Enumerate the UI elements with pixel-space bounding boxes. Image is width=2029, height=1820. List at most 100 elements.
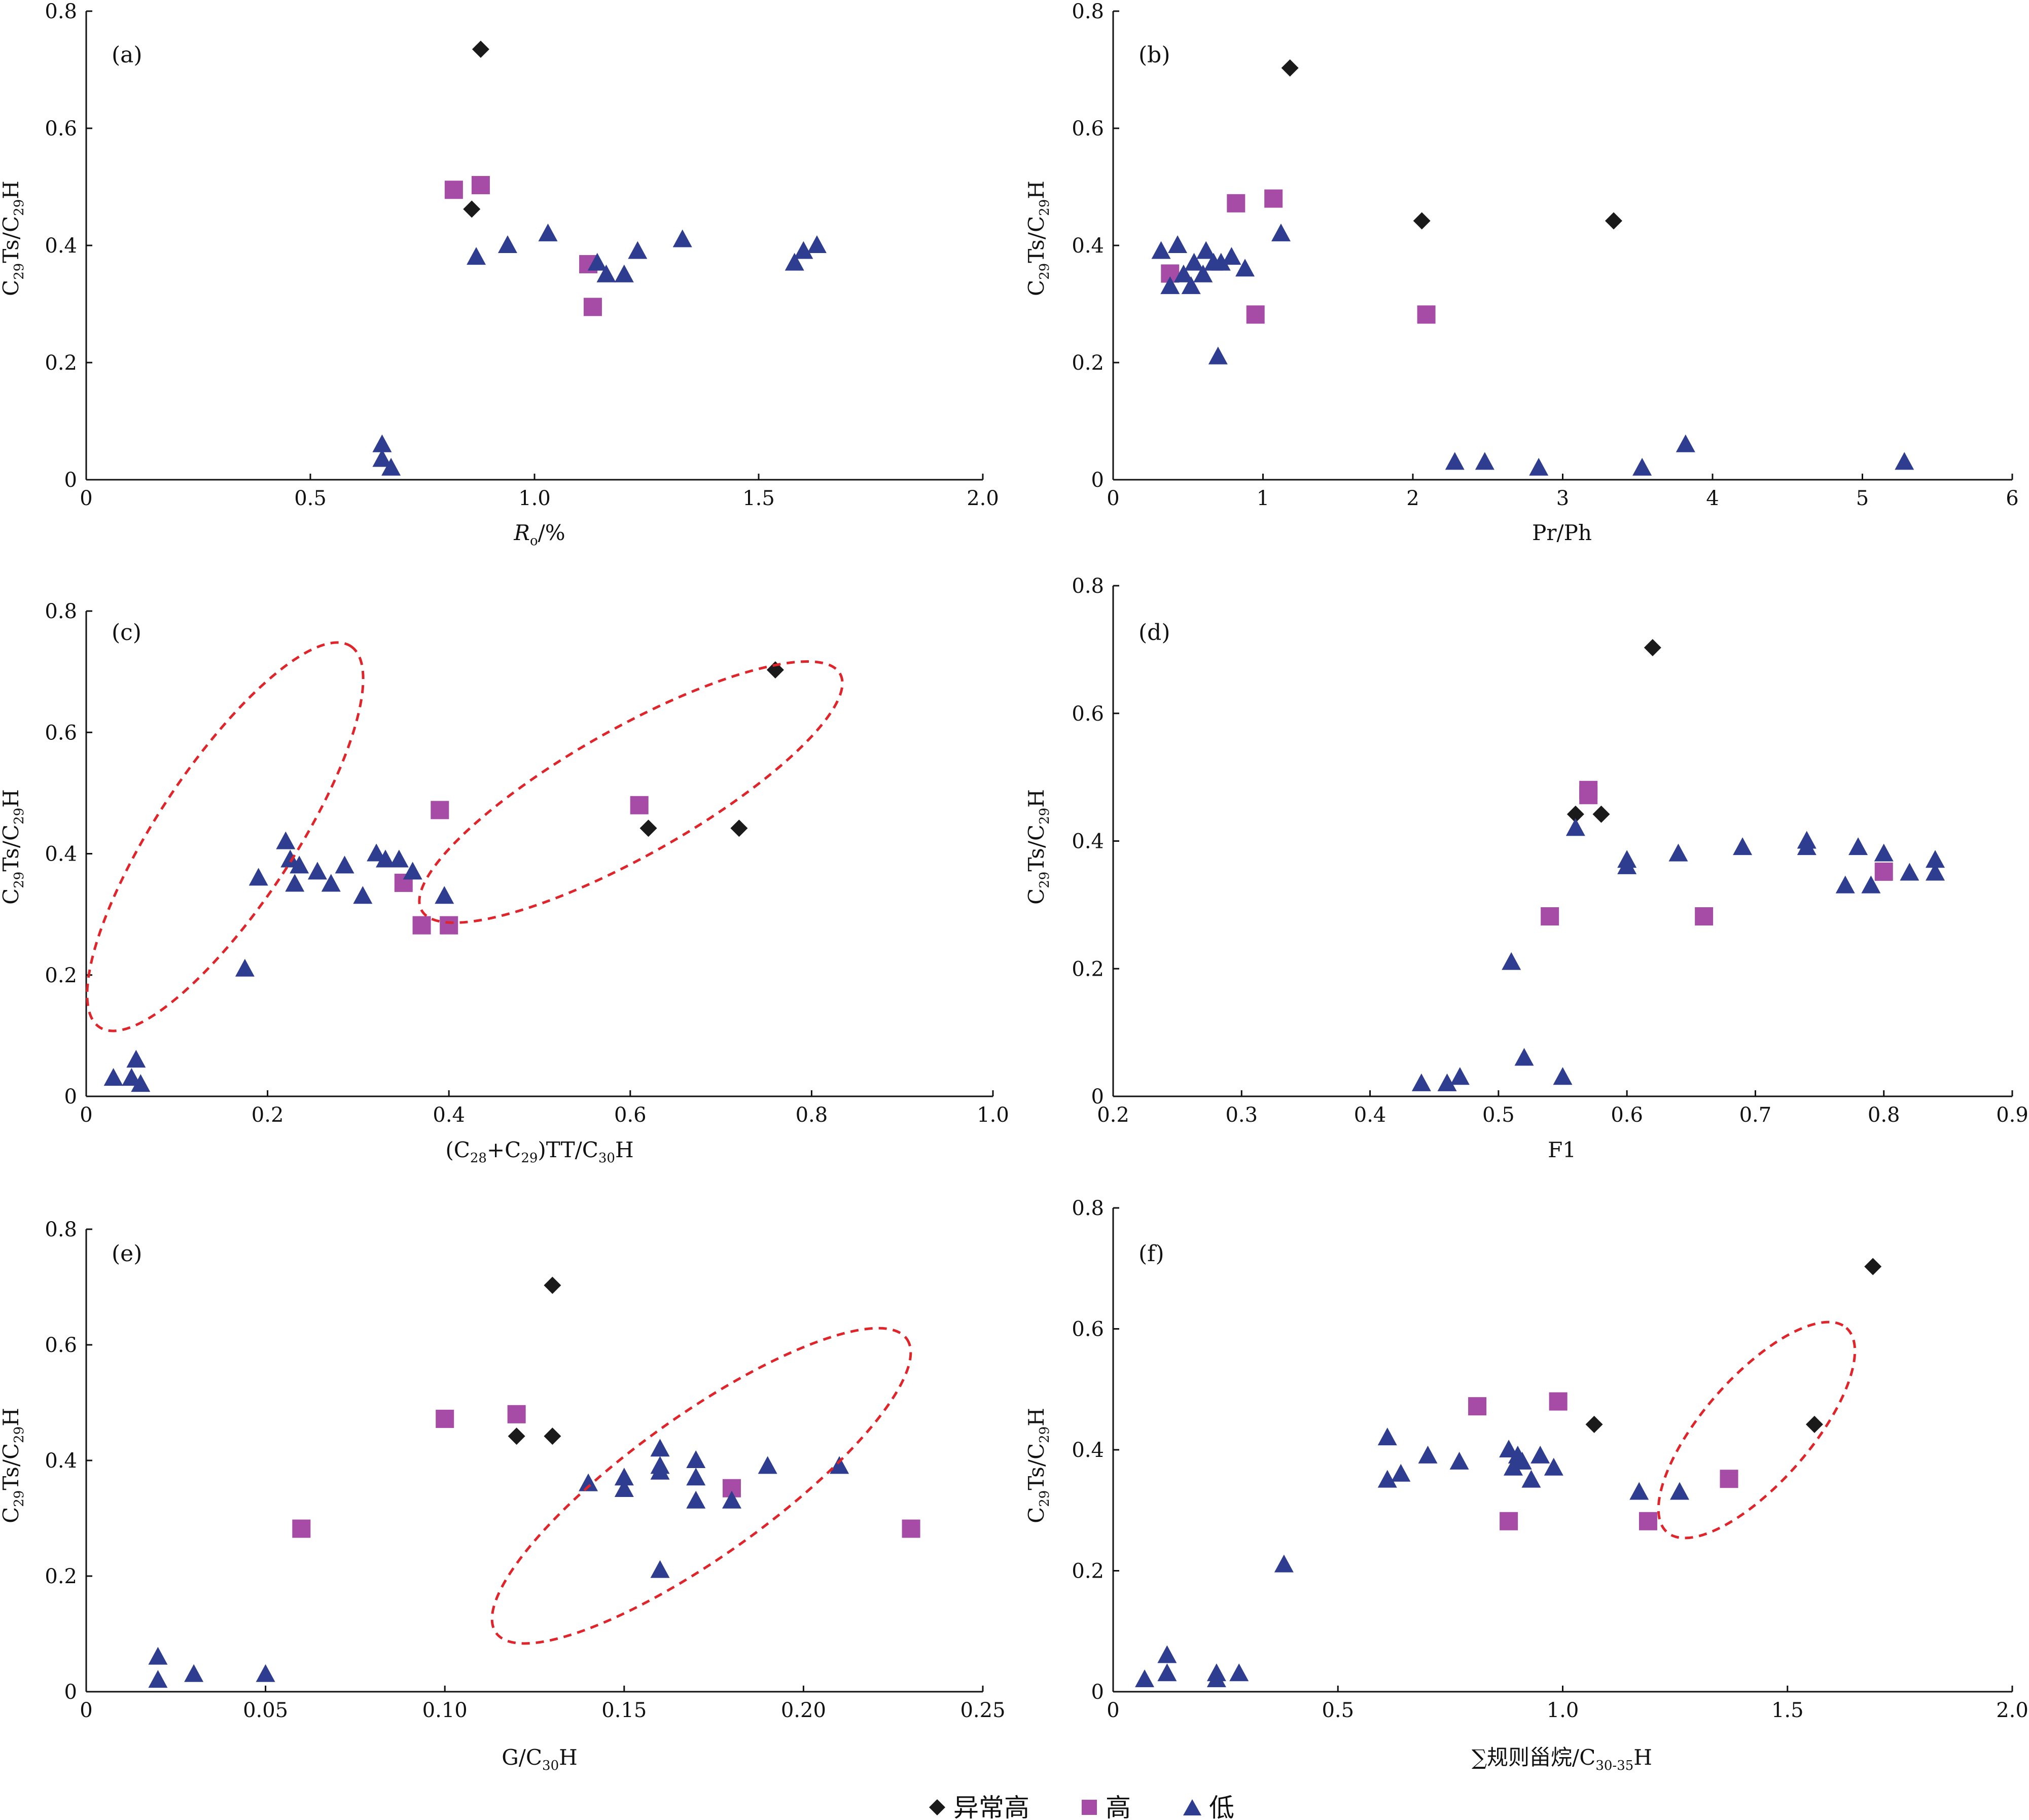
y-tick-label: 0.8 [45,600,77,623]
point-low [587,253,607,271]
point-high [440,916,458,935]
x-tick-label: 0.2 [1097,1103,1129,1127]
panel-c-plot: 0 0.2 0.4 0.6 0.8 1.0 0 0.2 0.4 0.6 0.8 [45,600,1009,1127]
point-low [686,1468,706,1486]
point-high [583,298,602,316]
point-low [1173,264,1193,282]
point-low [126,1050,146,1068]
point-anomalous-high [1644,639,1661,657]
point-low [290,855,309,874]
y-tick-label: 0 [1091,1085,1104,1109]
point-low [807,235,827,253]
point-low [103,1068,123,1086]
x-tick-label: 3 [1556,487,1569,510]
panel-a-label: (a) [112,42,143,68]
point-low [1617,856,1637,874]
y-tick-label: 0.6 [1072,117,1104,140]
point-anomalous-high [1585,1415,1603,1433]
point-low [1377,1428,1397,1446]
point-low [1521,1470,1541,1488]
point-low [1274,1554,1294,1573]
point-low [148,1670,168,1688]
point-low [1193,264,1213,282]
point-low [372,434,392,452]
point-high [507,1405,526,1423]
panel-f-cluster-ellipse-2 [1657,1321,1857,1540]
point-low [285,874,305,892]
point-high [1549,1392,1568,1411]
y-tick-label: 0.6 [45,1334,77,1357]
point-anomalous-high [463,200,481,218]
x-tick-label: 0 [80,487,92,510]
panel-c-cluster-ellipse-1 [86,641,365,1032]
panel-c-label: (c) [112,620,141,646]
y-tick-label: 0 [64,469,77,492]
point-low [1502,952,1521,970]
point-low [1418,1445,1438,1464]
point-low [1926,863,1945,881]
point-anomalous-high [1567,805,1584,823]
point-low [367,843,386,862]
x-tick-label: 1.5 [742,487,775,510]
point-low [1926,850,1945,868]
svg-text:C29Ts/C29H: C29Ts/C29H [0,1408,27,1523]
y-tick-label: 0.2 [1072,957,1104,981]
x-tick-label: 0.6 [1611,1103,1643,1127]
y-tick-label: 0 [1091,469,1104,492]
point-high [1639,1512,1657,1530]
point-low [467,247,486,265]
point-low [1271,223,1291,241]
panel-e-label: (e) [112,1241,142,1267]
point-low [1835,875,1855,894]
point-low [1676,434,1695,452]
point-high [471,176,490,195]
y-tick-label: 0.2 [45,1565,77,1588]
x-tick-label: 0.4 [1354,1103,1386,1127]
x-tick-label: 2 [1406,487,1419,510]
x-tick-label: 1.0 [518,487,551,510]
point-high [1541,907,1559,926]
panel-b-ylabel: C29Ts/C29H [1024,181,1052,296]
panel-d: 0.2 0.3 0.4 0.5 0.6 0.7 0.8 0.900.20.40.60.8 (d… [1024,575,2028,1162]
point-low [276,831,296,849]
point-low [1668,843,1688,862]
legend-item-anomalous-high: 异常高 [929,1793,1029,1820]
panel-d-ylabel: C29Ts/C29H [1024,789,1052,905]
point-high [1874,862,1893,881]
y-tick-label: 0 [1091,1681,1104,1704]
point-low [372,449,392,467]
point-low [335,855,354,874]
x-tick-label: 0.7 [1739,1103,1772,1127]
panel-c: 0 0.2 0.4 0.6 0.8 1.0 0 0.2 0.4 0.6 0.8 (c) (C28+C… [0,600,1009,1166]
point-low [184,1664,204,1682]
point-low [1530,1445,1550,1464]
point-low [758,1456,777,1474]
point-high [1720,1470,1738,1488]
x-tick-label: 0.3 [1225,1103,1258,1127]
y-tick-label: 0.2 [1072,1560,1104,1583]
point-low [722,1490,741,1509]
point-high [1500,1512,1518,1530]
panel-f-cluster-ellipse-1 [490,1327,912,1645]
panel-a: 0 0.5 1.0 1.5 2.0 0 0.2 0.4 0.6 0.8 (a) Ro/% C29T… [0,0,999,549]
point-anomalous-high [1281,59,1299,77]
panel-d-plot: 0.2 0.3 0.4 0.5 0.6 0.7 0.8 0.900.20.40.60.8 [1072,575,2028,1127]
point-low [1900,863,1919,881]
x-tick-label: 1.0 [1547,1699,1579,1722]
panel-e-plot: 0 0.05 0.10 0.15 0.20 0.25 0 0.2 0.4 0.6 0.8 [45,1218,1005,1722]
point-low [248,868,268,886]
x-tick-label: 2.0 [967,487,999,510]
x-tick-label: 0.2 [252,1103,284,1127]
point-low [650,1461,670,1480]
point-low [1861,875,1881,894]
point-low [1151,241,1171,259]
point-low [596,264,616,282]
x-tick-label: 0 [80,1103,92,1127]
point-low [650,1439,670,1457]
x-tick-label: 2.0 [1996,1699,2028,1722]
x-tick-label: 0 [1107,487,1119,510]
point-low [672,229,692,247]
point-low [1208,346,1228,365]
point-low [1475,452,1494,470]
point-low [1544,1457,1563,1476]
